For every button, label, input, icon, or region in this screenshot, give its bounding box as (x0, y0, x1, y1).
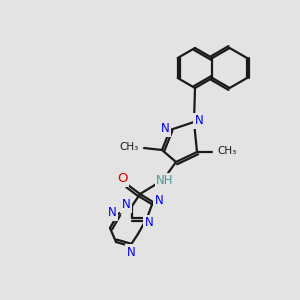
Text: CH₃: CH₃ (217, 146, 236, 156)
Text: O: O (117, 172, 127, 185)
Text: N: N (160, 122, 169, 136)
Text: N: N (195, 115, 203, 128)
Text: NH: NH (156, 175, 174, 188)
Text: N: N (127, 245, 135, 259)
Text: N: N (145, 217, 153, 230)
Text: N: N (122, 199, 130, 212)
Text: CH₃: CH₃ (120, 142, 139, 152)
Text: N: N (108, 206, 116, 220)
Text: N: N (154, 194, 164, 208)
